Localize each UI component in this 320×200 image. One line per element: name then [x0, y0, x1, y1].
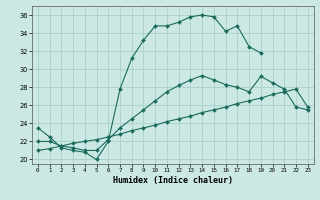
X-axis label: Humidex (Indice chaleur): Humidex (Indice chaleur) — [113, 176, 233, 185]
